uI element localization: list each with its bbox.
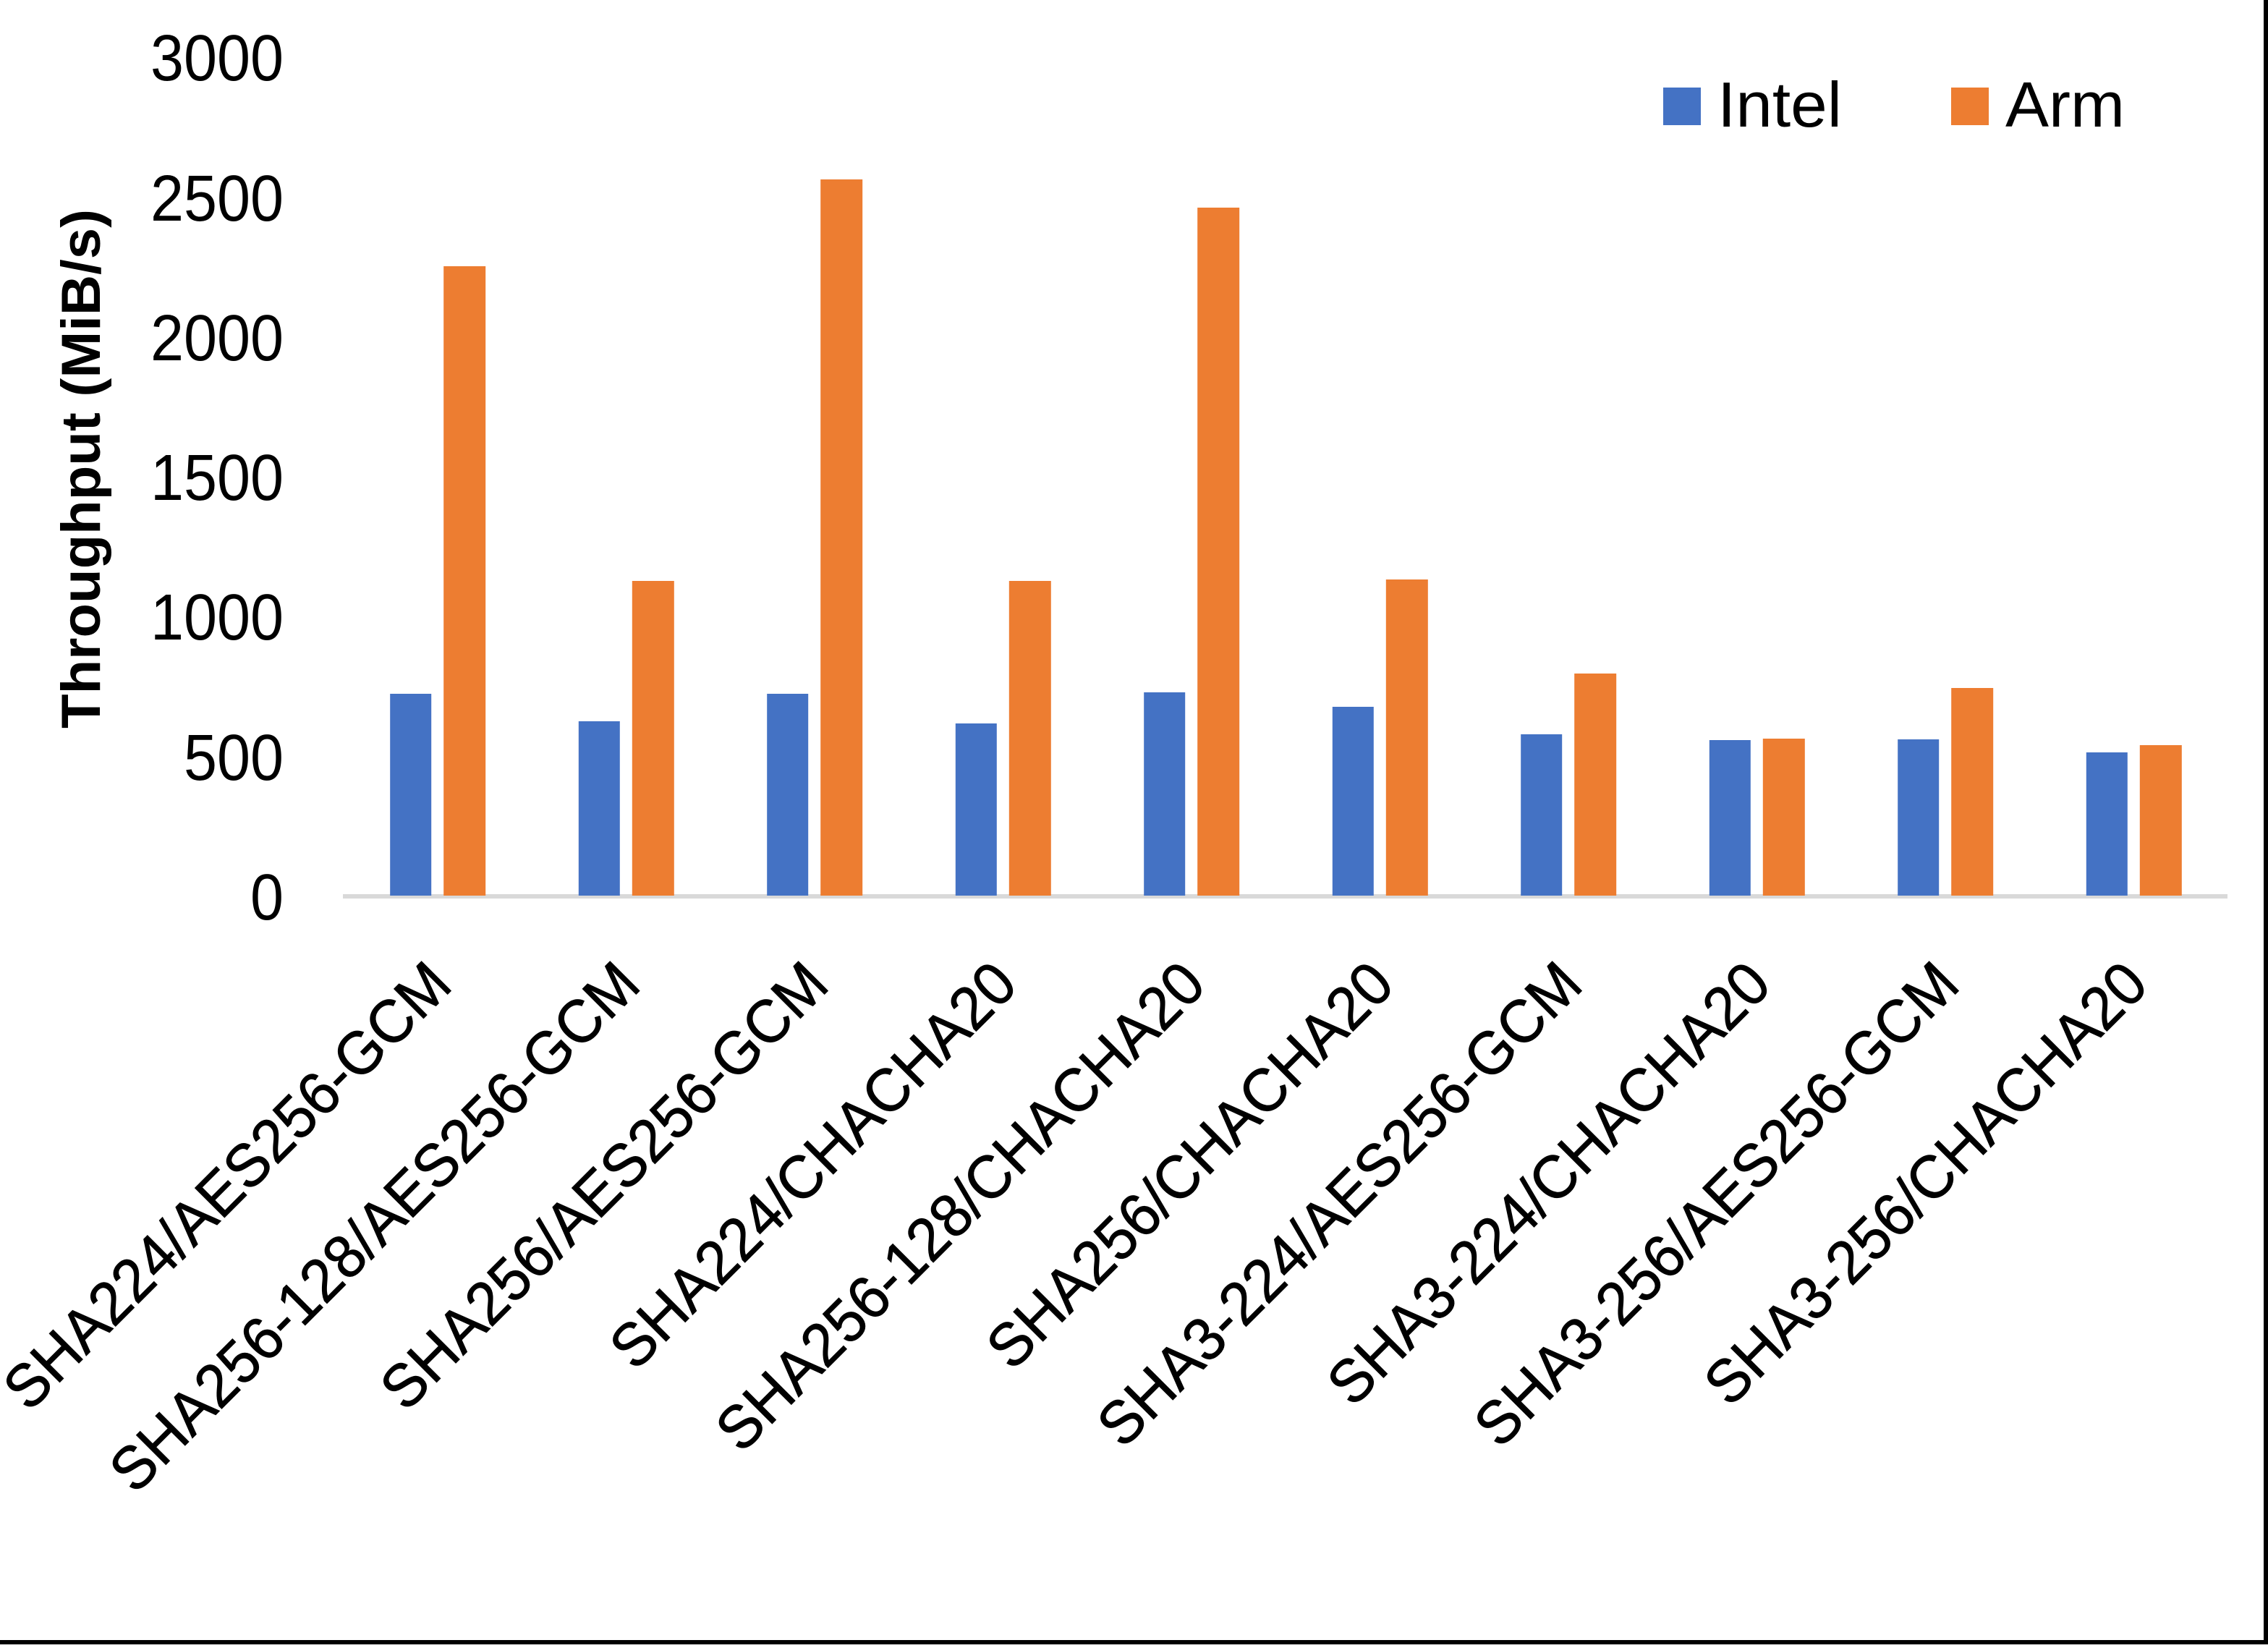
svg-text:2000: 2000	[150, 302, 284, 375]
svg-text:500: 500	[184, 722, 284, 794]
svg-text:3000: 3000	[150, 22, 284, 95]
svg-text:Throughput (MiB/s): Throughput (MiB/s)	[51, 209, 112, 729]
svg-text:1000: 1000	[150, 582, 284, 654]
svg-text:Intel: Intel	[1717, 69, 1842, 140]
svg-text:0: 0	[250, 862, 284, 934]
svg-text:1500: 1500	[150, 442, 284, 514]
svg-text:2500: 2500	[150, 163, 284, 235]
svg-text:Arm: Arm	[2005, 69, 2125, 140]
